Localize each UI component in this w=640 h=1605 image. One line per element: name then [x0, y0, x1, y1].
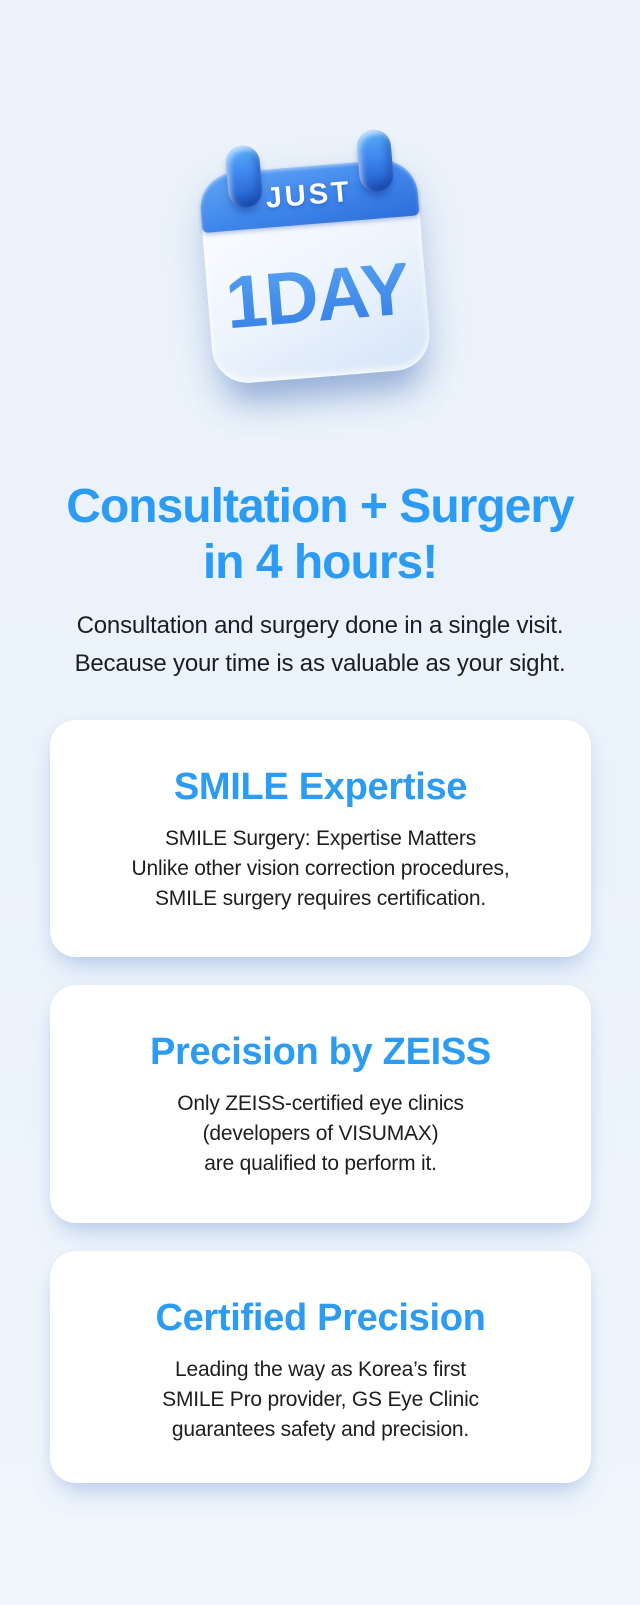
card-body-line: SMILE surgery requires certification. [154, 887, 487, 910]
card-body-line: (developers of VISUMAX) [202, 1122, 439, 1145]
calendar-just-label: JUST [264, 175, 353, 215]
calendar-peg-left-icon [224, 144, 264, 209]
hero-title: Consultation + Surgery in 4 hours! [0, 479, 640, 591]
card-body-line: Unlike other vision correction procedure… [131, 857, 510, 880]
card-body: Leading the way as Korea’s first SMILE P… [50, 1355, 591, 1445]
card-body: Only ZEISS-certified eye clinics (develo… [50, 1089, 591, 1179]
card-body-line: Leading the way as Korea’s first [175, 1358, 466, 1381]
card-title: Precision by ZEISS [150, 1031, 491, 1073]
card-body-line: guarantees safety and precision. [171, 1418, 470, 1441]
card-title: Certified Precision [155, 1297, 486, 1339]
info-card-precision-by-zeiss: Precision by ZEISS Only ZEISS-certified … [50, 985, 591, 1223]
calendar-icon: JUST 1DAY [197, 128, 433, 386]
calendar-peg-right-icon [355, 128, 395, 193]
card-body-line: SMILE Surgery: Expertise Matters [164, 827, 477, 850]
hero-subtitle-line1: Consultation and surgery done in a singl… [76, 612, 564, 639]
card-body-line: are qualified to perform it. [204, 1152, 437, 1175]
card-body-line: SMILE Pro provider, GS Eye Clinic [162, 1388, 479, 1411]
info-card-certified-precision: Certified Precision Leading the way as K… [50, 1251, 591, 1483]
hero-title-line2: in 4 hours! [202, 536, 438, 589]
hero-subtitle: Consultation and surgery done in a singl… [0, 607, 640, 683]
card-body: SMILE Surgery: Expertise Matters Unlike … [50, 824, 591, 914]
card-title: SMILE Expertise [173, 766, 468, 808]
card-body-line: Only ZEISS-certified eye clinics [177, 1092, 464, 1115]
info-card-smile-expertise: SMILE Expertise SMILE Surgery: Expertise… [50, 720, 591, 957]
hero-subtitle-line2: Because your time is as valuable as your… [74, 650, 566, 677]
hero-title-line1: Consultation + Surgery [66, 480, 574, 533]
calendar-day-label: 1DAY [222, 246, 412, 345]
calendar-body: 1DAY [202, 215, 432, 385]
